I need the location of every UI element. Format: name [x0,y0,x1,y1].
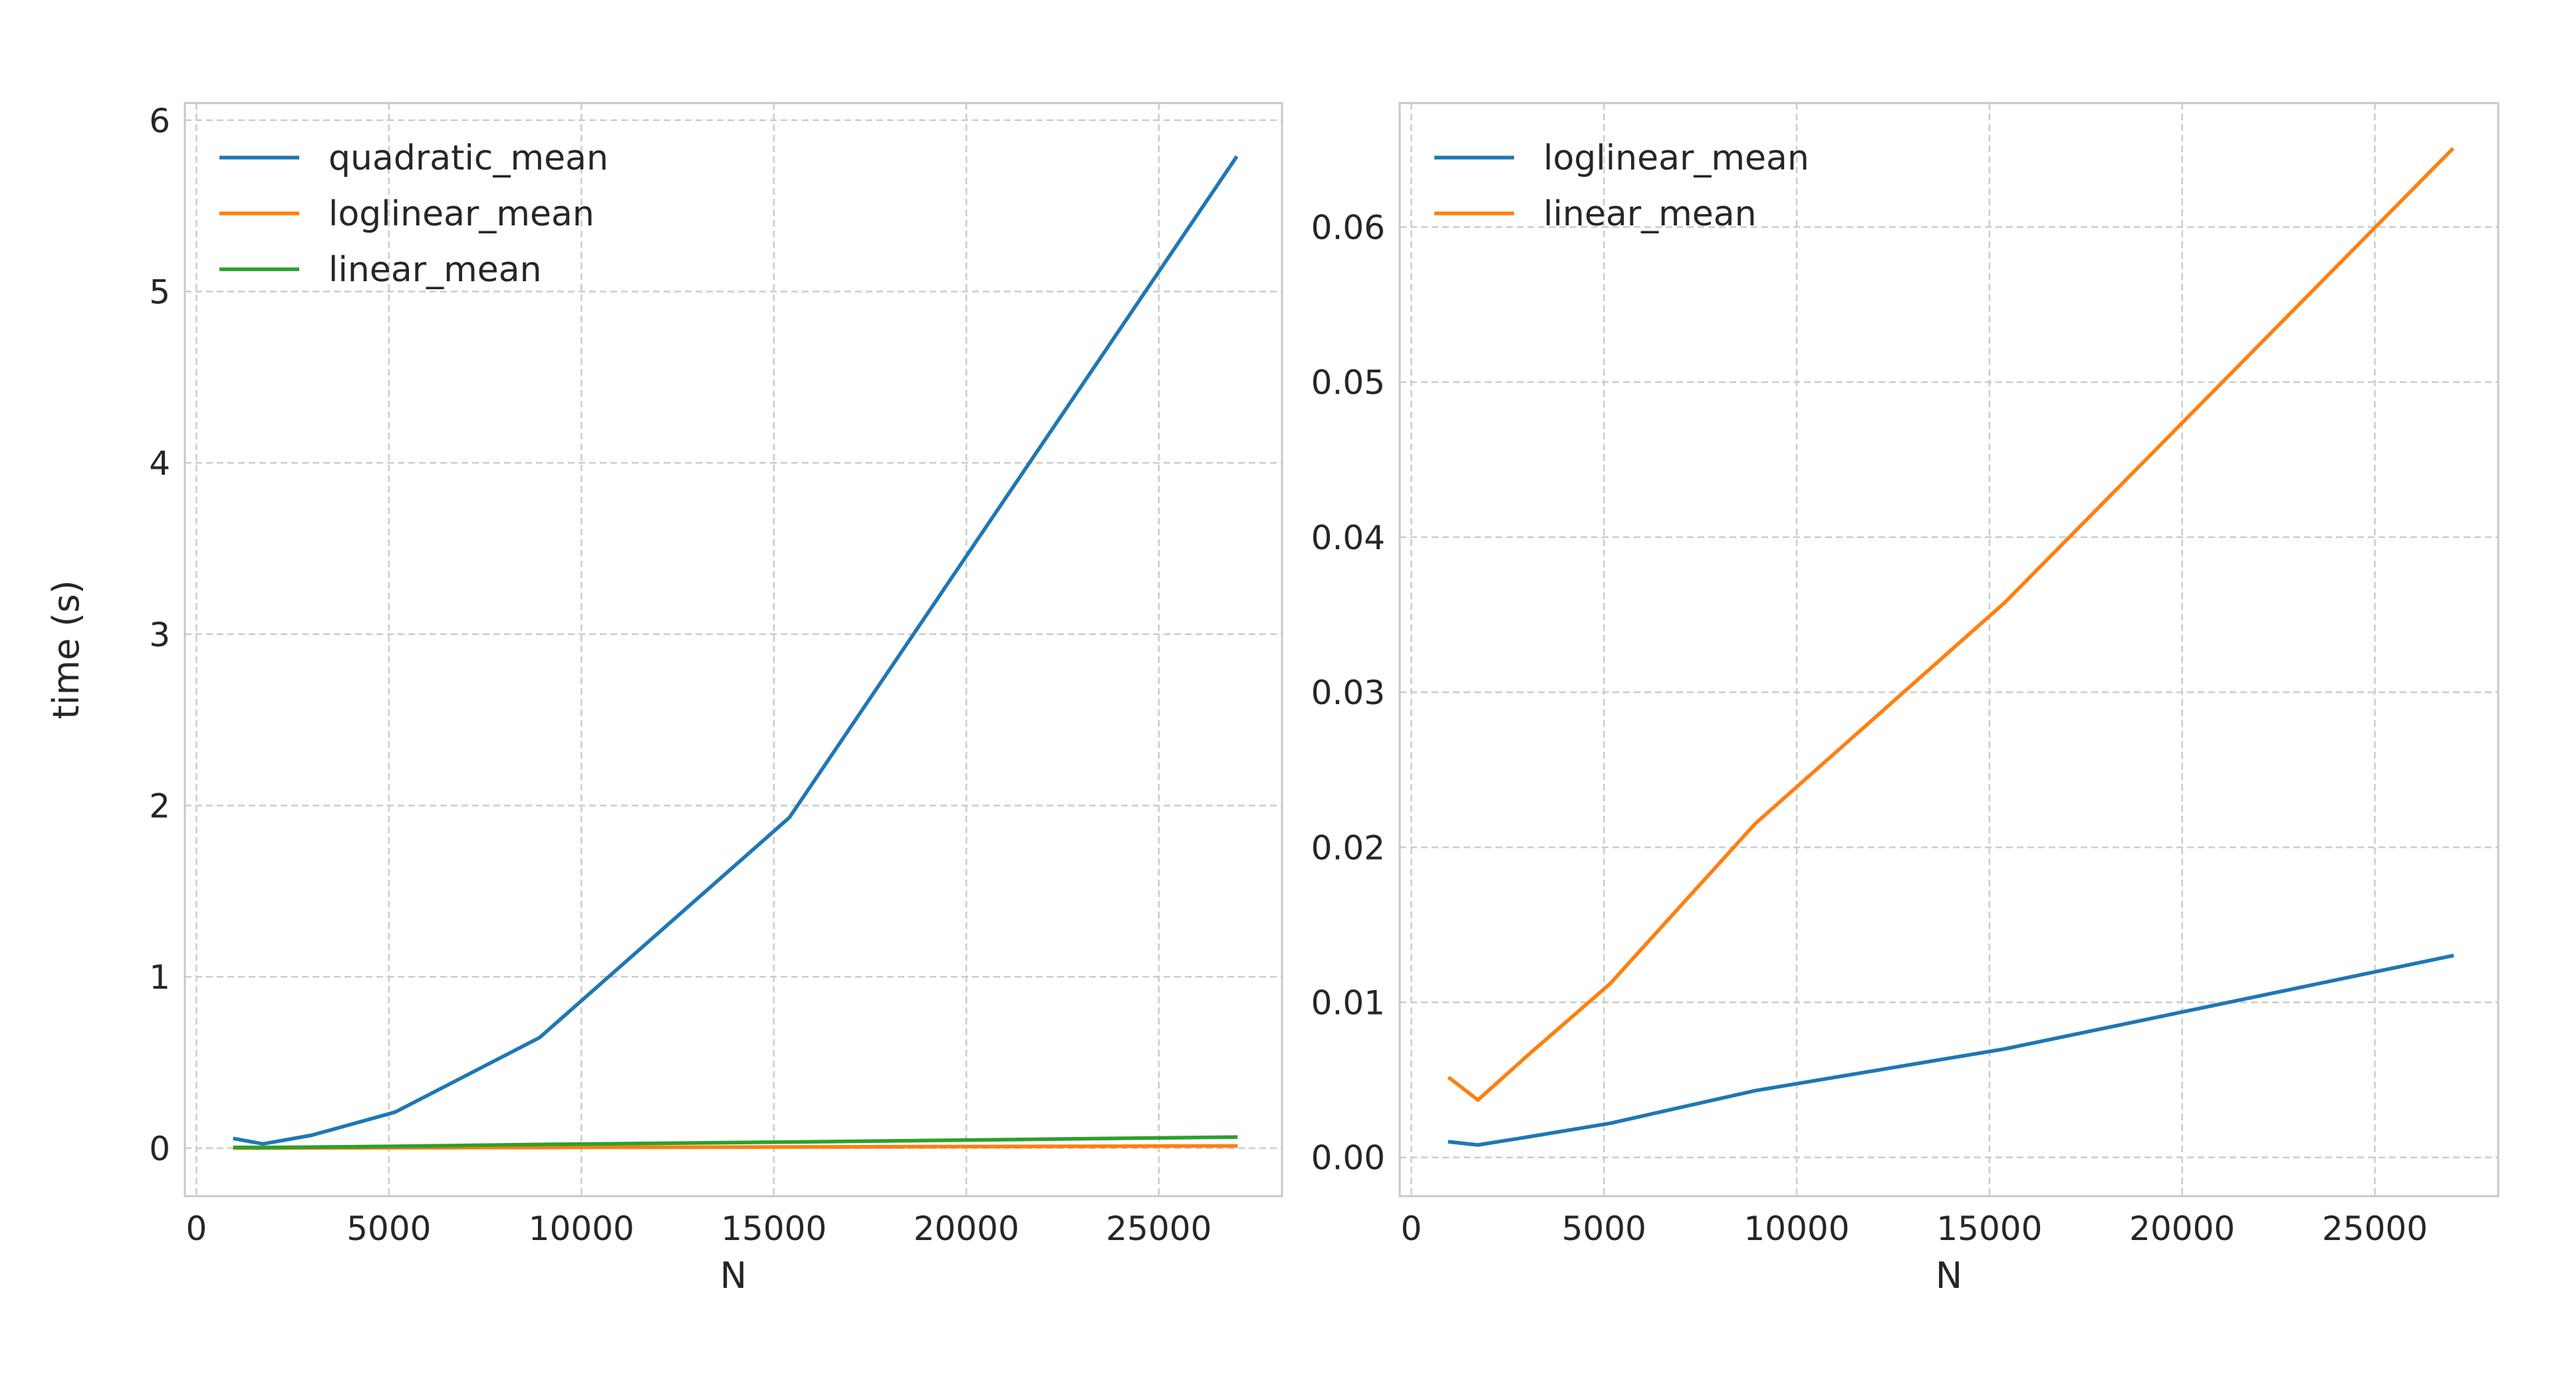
data-point-linear_mean [1234,1135,1238,1139]
x-tick-label: 20000 [2129,1209,2235,1248]
y-tick-label: 1 [149,958,170,997]
x-tick-label: 5000 [346,1209,431,1248]
data-point-linear_mean [787,1140,791,1144]
y-tick-label: 5 [149,273,170,311]
series-linear_mean [233,1135,1238,1150]
y-tick-label: 0.00 [1311,1139,1385,1178]
y-tick-label: 0 [149,1130,170,1168]
data-point-quadratic_mean [309,1134,313,1138]
data-point-loglinear_mean [2003,1047,2007,1051]
data-point-quadratic_mean [537,1036,541,1040]
data-point-loglinear_mean [2450,954,2454,958]
x-tick-label: 0 [186,1209,207,1248]
x-tick-label: 25000 [2322,1209,2428,1248]
x-axis-label: N [720,1255,747,1297]
data-point-loglinear_mean [1524,1135,1528,1139]
y-tick-label: 0.01 [1311,984,1385,1023]
data-point-linear_mean [2003,600,2007,604]
data-point-quadratic_mean [233,1137,237,1141]
data-point-loglinear_mean [787,1145,791,1149]
data-point-quadratic_mean [393,1110,397,1114]
x-tick-label: 25000 [1106,1209,1212,1248]
y-tick-label: 0.03 [1311,674,1385,712]
data-point-linear_mean [233,1146,237,1150]
data-point-quadratic_mean [1234,156,1238,160]
data-point-linear_mean [1448,1076,1452,1080]
axes-frame [184,102,1283,1197]
legend: loglinear_mean linear_mean [1434,138,1809,234]
data-point-linear_mean [1753,822,1757,826]
y-tick-label: 0.04 [1311,519,1385,557]
legend-label: quadratic_mean [328,138,608,178]
legend-label: loglinear_mean [328,194,594,234]
x-tick-label: 10000 [529,1209,634,1248]
legend-label: linear_mean [1543,194,1757,234]
series-linear_mean [1447,147,2455,1102]
data-point-linear_mean [537,1142,541,1146]
y-tick-label: 6 [149,102,170,140]
data-point-quadratic_mean [787,816,791,820]
x-tick-label: 20000 [914,1209,1019,1248]
right-chart-panel: 0 5000 10000 15000 20000 25000 0.00 0.01 0.02 0.0… [1311,102,2500,1297]
x-axis-label: N [1936,1255,1962,1297]
y-tick-label: 4 [149,444,170,483]
y-tick-label: 0.05 [1311,364,1385,402]
x-tick-label: 15000 [1936,1209,2042,1248]
legend: quadratic_mean loglinear_mean linear_mean [219,138,608,290]
data-point-loglinear_mean [537,1146,541,1150]
data-point-linear_mean [1608,982,1612,986]
data-point-loglinear_mean [1476,1143,1480,1147]
series-loglinear_mean [1448,953,2454,1147]
legend-label: linear_mean [328,250,542,290]
y-tick-label: 0.02 [1311,828,1385,867]
y-tick-label: 0.06 [1311,209,1385,247]
data-point-linear_mean [2450,148,2454,152]
x-tick-label: 15000 [721,1209,827,1248]
x-tick-label: 5000 [1562,1209,1646,1248]
data-point-linear_mean [309,1145,313,1149]
data-point-linear_mean [393,1144,397,1148]
data-point-loglinear_mean [1753,1088,1757,1092]
data-point-linear_mean [1524,1055,1528,1059]
y-tick-label: 3 [149,616,170,654]
series-quadratic_mean [233,155,1239,1146]
data-point-loglinear_mean [1608,1121,1612,1125]
data-point-loglinear_mean [1448,1140,1452,1144]
x-tick-label: 10000 [1744,1209,1850,1248]
data-point-quadratic_mean [261,1142,265,1146]
grid [1400,103,2498,1196]
legend-label: loglinear_mean [1543,138,1809,178]
data-point-loglinear_mean [1234,1144,1238,1148]
x-tick-label: 0 [1400,1209,1422,1248]
axes-frame [1398,102,2500,1197]
data-point-linear_mean [261,1146,265,1150]
plot-area [185,103,1282,1196]
y-axis-label: time (s) [45,580,87,719]
y-tick-label: 2 [149,787,170,825]
data-point-linear_mean [1476,1098,1480,1102]
